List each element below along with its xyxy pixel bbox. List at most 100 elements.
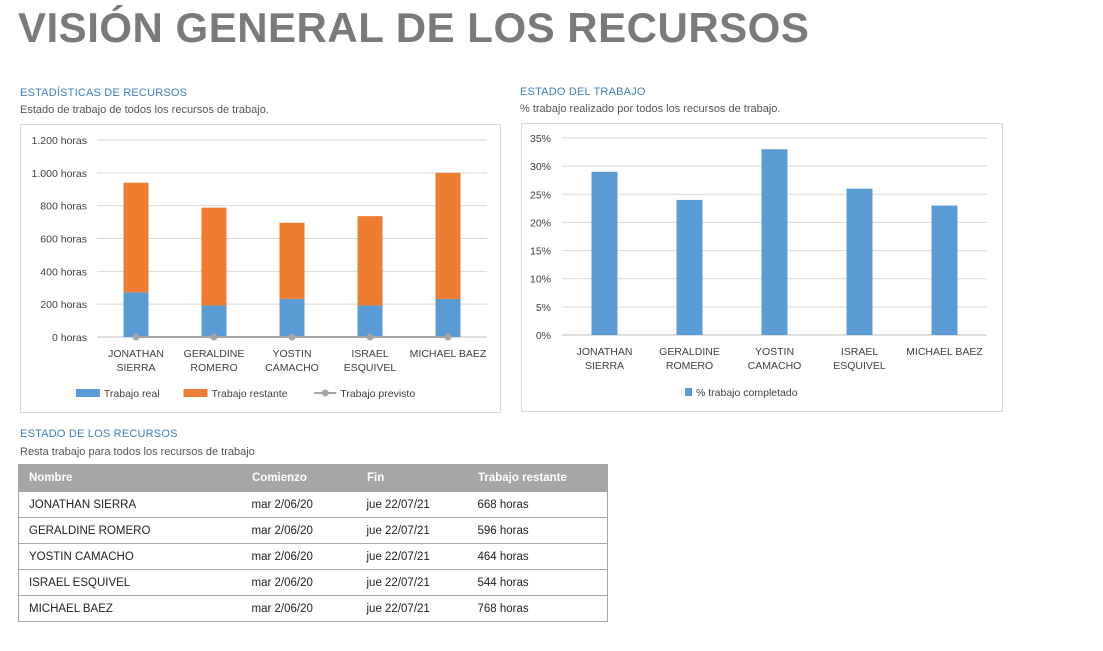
cell-start: mar 2/06/20 [241,491,357,518]
y-tick-label: 25% [530,189,551,201]
bar [357,216,383,306]
x-tick-label: ISRAEL [841,346,879,358]
x-tick-label: SIERRA [585,360,624,372]
x-tick-label: CAMACHO [265,362,319,374]
cell-remaining: 464 horas [467,543,608,570]
table-header-row: Nombre Comienzo Fin Trabajo restante [18,464,608,492]
x-tick-label: MICHAEL BAEZ [410,348,487,360]
line-marker [132,333,140,341]
legend-label: Trabajo previsto [340,388,415,400]
x-tick-label: ESQUIVEL [344,362,397,374]
cell-name: GERALDINE ROMERO [18,517,242,544]
x-tick-label: CAMACHO [748,360,802,372]
x-tick-label: JONATHAN [108,348,164,360]
column-header-remaining: Trabajo restante [467,464,608,492]
column-header-name: Nombre [18,464,242,492]
y-tick-label: 1.200 horas [32,135,87,147]
y-tick-label: 0% [536,330,551,342]
resource-status-subtitle: Resta trabajo para todos los recursos de… [20,446,255,458]
table-row: JONATHAN SIERRA mar 2/06/20 jue 22/07/21… [18,491,608,518]
x-tick-label: YOSTIN [272,348,311,360]
cell-end: jue 22/07/21 [356,569,468,596]
x-tick-label: ROMERO [666,360,713,372]
y-tick-label: 800 horas [40,201,87,213]
y-tick-label: 400 horas [40,266,87,278]
y-tick-label: 200 horas [40,299,87,311]
resource-status-table: Nombre Comienzo Fin Trabajo restante JON… [18,464,608,622]
cell-start: mar 2/06/20 [241,543,357,570]
x-tick-label: ROMERO [190,362,237,374]
legend-marker [321,389,329,397]
page-title: VISIÓN GENERAL DE LOS RECURSOS [18,4,810,51]
cell-remaining: 668 horas [467,491,608,518]
cell-remaining: 596 horas [467,517,608,544]
bar [201,207,227,306]
legend-label: % trabajo completado [696,387,798,399]
bar [846,188,873,335]
line-marker [444,333,452,341]
cell-name: MICHAEL BAEZ [18,595,242,622]
bar [279,222,305,299]
bar [676,199,703,335]
legend-label: Trabajo real [104,388,160,400]
column-header-start: Comienzo [241,464,357,492]
table-row: GERALDINE ROMERO mar 2/06/20 jue 22/07/2… [18,517,608,544]
table-row: ISRAEL ESQUIVEL mar 2/06/20 jue 22/07/21… [18,569,608,596]
y-tick-label: 1.000 horas [32,168,87,180]
line-marker [210,333,218,341]
bar [123,292,149,337]
y-tick-label: 0 horas [52,332,87,344]
bar [591,171,618,335]
y-tick-label: 10% [530,274,551,286]
y-tick-label: 15% [530,246,551,258]
resource-status-title: ESTADO DE LOS RECURSOS [20,428,178,440]
work-status-title: ESTADO DEL TRABAJO [520,86,646,98]
resource-stats-title: ESTADÍSTICAS DE RECURSOS [20,87,188,99]
x-tick-label: SIERRA [116,362,155,374]
work-status-subtitle: % trabajo realizado por todos los recurs… [520,103,781,115]
bar [357,305,383,337]
cell-start: mar 2/06/20 [241,517,357,544]
table-row: YOSTIN CAMACHO mar 2/06/20 jue 22/07/21 … [18,543,608,570]
x-tick-label: MICHAEL BAEZ [906,346,983,358]
column-header-end: Fin [356,464,468,492]
bar [201,305,227,337]
x-tick-label: ESQUIVEL [833,360,886,372]
x-tick-label: GERALDINE [184,348,245,360]
y-tick-label: 35% [530,133,551,145]
x-tick-label: JONATHAN [577,346,633,358]
x-tick-label: YOSTIN [755,346,794,358]
line-marker [366,333,374,341]
cell-remaining: 768 horas [467,595,608,622]
resource-stats-chart-svg: 0 horas 200 horas 400 horas 600 horas 800 ho… [32,135,487,400]
legend-label: Trabajo restante [212,388,288,400]
cell-start: mar 2/06/20 [241,595,357,622]
cell-start: mar 2/06/20 [241,569,357,596]
resource-stats-chart: 0 horas 200 horas 400 horas 600 horas 800 ho… [20,124,501,413]
table-row: MICHAEL BAEZ mar 2/06/20 jue 22/07/21 76… [18,595,608,622]
bar [761,149,788,335]
work-status-chart: 0% 5% 10% 15% 20% 25% 30% 35% JONATHAN SIERRA GERA… [521,123,1003,412]
y-tick-label: 20% [530,217,551,229]
line-marker [288,333,296,341]
cell-end: jue 22/07/21 [356,491,468,518]
y-tick-label: 600 horas [40,234,87,246]
x-tick-label: GERALDINE [659,346,720,358]
x-tick-label: ISRAEL [351,348,389,360]
cell-name: ISRAEL ESQUIVEL [18,569,242,596]
bar [435,298,461,337]
legend-swatch [685,388,692,396]
bar [279,298,305,337]
resource-stats-subtitle: Estado de trabajo de todos los recursos … [20,104,269,116]
bar [931,205,958,335]
cell-name: YOSTIN CAMACHO [18,543,242,570]
cell-end: jue 22/07/21 [356,543,468,570]
legend-swatch [75,389,100,397]
legend-swatch [183,389,208,397]
cell-end: jue 22/07/21 [356,595,468,622]
bar [435,172,461,299]
work-status-chart-svg: 0% 5% 10% 15% 20% 25% 30% 35% JONATHAN SIERRA GERA… [530,133,987,399]
y-tick-label: 30% [530,161,551,173]
cell-remaining: 544 horas [467,569,608,596]
cell-end: jue 22/07/21 [356,517,468,544]
